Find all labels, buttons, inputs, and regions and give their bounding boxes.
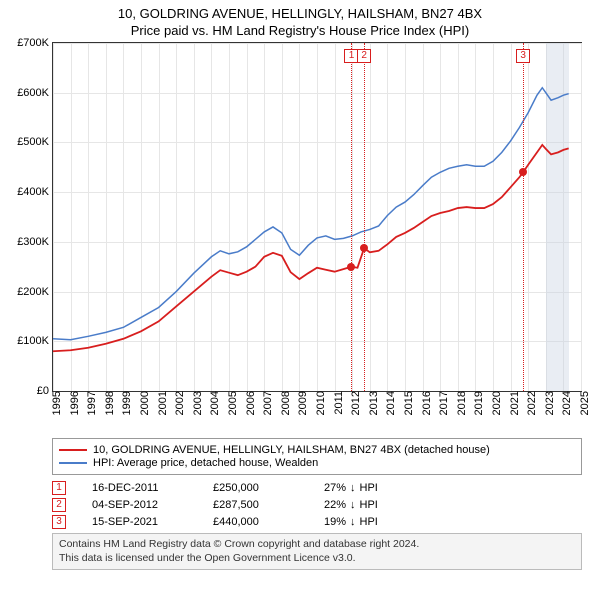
down-arrow-icon: ↓ bbox=[350, 516, 356, 528]
sales-price: £287,500 bbox=[213, 499, 298, 511]
series-line bbox=[53, 145, 569, 351]
sale-marker-line bbox=[351, 43, 352, 391]
x-axis-label: 2006 bbox=[241, 391, 257, 415]
x-axis-label: 2008 bbox=[276, 391, 292, 415]
sales-row: 3 15-SEP-2021 £440,000 19% ↓ HPI bbox=[52, 515, 582, 529]
x-axis-label: 2013 bbox=[364, 391, 380, 415]
sales-price: £250,000 bbox=[213, 482, 298, 494]
x-axis-label: 2024 bbox=[557, 391, 573, 415]
sales-row: 1 16-DEC-2011 £250,000 27% ↓ HPI bbox=[52, 481, 582, 495]
sales-price: £440,000 bbox=[213, 516, 298, 528]
sales-date: 16-DEC-2011 bbox=[92, 482, 187, 494]
sales-table: 1 16-DEC-2011 £250,000 27% ↓ HPI 2 04-SEP-201… bbox=[52, 481, 582, 529]
sales-diff: 19% ↓ HPI bbox=[324, 516, 378, 528]
x-axis-label: 1997 bbox=[82, 391, 98, 415]
sales-idx-box: 1 bbox=[52, 481, 66, 495]
plot-box: £0£100K£200K£300K£400K£500K£600K£700K199… bbox=[52, 42, 582, 392]
x-axis-label: 1996 bbox=[65, 391, 81, 415]
chart-title: 10, GOLDRING AVENUE, HELLINGLY, HAILSHAM… bbox=[0, 6, 600, 21]
x-axis-label: 2011 bbox=[329, 391, 345, 415]
x-axis-label: 1995 bbox=[47, 391, 63, 415]
sales-date: 15-SEP-2021 bbox=[92, 516, 187, 528]
legend-item-property: 10, GOLDRING AVENUE, HELLINGLY, HAILSHAM… bbox=[59, 444, 575, 456]
series-line bbox=[53, 88, 569, 340]
x-axis-label: 2017 bbox=[434, 391, 450, 415]
sales-date: 04-SEP-2012 bbox=[92, 499, 187, 511]
x-axis-label: 1999 bbox=[117, 391, 133, 415]
legend-swatch-hpi bbox=[59, 462, 87, 464]
y-axis-label: £300K bbox=[17, 236, 53, 248]
sales-row: 2 04-SEP-2012 £287,500 22% ↓ HPI bbox=[52, 498, 582, 512]
x-axis-label: 1998 bbox=[100, 391, 116, 415]
x-axis-label: 2007 bbox=[258, 391, 274, 415]
attribution-box: Contains HM Land Registry data © Crown c… bbox=[52, 533, 582, 570]
x-axis-label: 2014 bbox=[381, 391, 397, 415]
x-axis-label: 2019 bbox=[469, 391, 485, 415]
legend-box: 10, GOLDRING AVENUE, HELLINGLY, HAILSHAM… bbox=[52, 438, 582, 475]
y-axis-label: £500K bbox=[17, 136, 53, 148]
x-axis-label: 2018 bbox=[452, 391, 468, 415]
legend-label-hpi: HPI: Average price, detached house, Weal… bbox=[93, 457, 318, 469]
x-axis-label: 2001 bbox=[153, 391, 169, 415]
attribution-line2: This data is licensed under the Open Gov… bbox=[59, 552, 575, 566]
y-axis-label: £200K bbox=[17, 286, 53, 298]
y-axis-label: £100K bbox=[17, 335, 53, 347]
legend-swatch-property bbox=[59, 449, 87, 451]
sale-marker-box: 2 bbox=[357, 49, 371, 63]
x-axis-label: 2004 bbox=[205, 391, 221, 415]
x-axis-label: 2023 bbox=[540, 391, 556, 415]
x-axis-label: 2022 bbox=[522, 391, 538, 415]
y-axis-label: £700K bbox=[17, 37, 53, 49]
chart-subtitle: Price paid vs. HM Land Registry's House … bbox=[0, 23, 600, 38]
x-axis-label: 2000 bbox=[135, 391, 151, 415]
down-arrow-icon: ↓ bbox=[350, 499, 356, 511]
x-axis-label: 2021 bbox=[505, 391, 521, 415]
sales-diff: 22% ↓ HPI bbox=[324, 499, 378, 511]
x-axis-label: 2015 bbox=[399, 391, 415, 415]
y-axis-label: £600K bbox=[17, 87, 53, 99]
x-axis-label: 2002 bbox=[170, 391, 186, 415]
sale-dot bbox=[519, 168, 527, 176]
x-axis-label: 2003 bbox=[188, 391, 204, 415]
x-axis-label: 2009 bbox=[293, 391, 309, 415]
sales-diff: 27% ↓ HPI bbox=[324, 482, 378, 494]
chart-plot-area: £0£100K£200K£300K£400K£500K£600K£700K199… bbox=[52, 42, 582, 392]
sales-idx-box: 3 bbox=[52, 515, 66, 529]
x-axis-label: 2020 bbox=[487, 391, 503, 415]
y-axis-label: £400K bbox=[17, 186, 53, 198]
chart-header: 10, GOLDRING AVENUE, HELLINGLY, HAILSHAM… bbox=[0, 0, 600, 42]
attribution-line1: Contains HM Land Registry data © Crown c… bbox=[59, 538, 575, 552]
x-axis-label: 2010 bbox=[311, 391, 327, 415]
legend-label-property: 10, GOLDRING AVENUE, HELLINGLY, HAILSHAM… bbox=[93, 444, 490, 456]
sale-marker-line bbox=[364, 43, 365, 391]
x-axis-label: 2012 bbox=[346, 391, 362, 415]
down-arrow-icon: ↓ bbox=[350, 482, 356, 494]
legend-item-hpi: HPI: Average price, detached house, Weal… bbox=[59, 457, 575, 469]
sale-marker-box: 3 bbox=[516, 49, 530, 63]
x-axis-label: 2005 bbox=[223, 391, 239, 415]
sale-dot bbox=[360, 244, 368, 252]
sales-idx-box: 2 bbox=[52, 498, 66, 512]
x-axis-label: 2016 bbox=[417, 391, 433, 415]
line-series-svg bbox=[53, 43, 581, 391]
sale-dot bbox=[347, 263, 355, 271]
x-axis-label: 2025 bbox=[575, 391, 591, 415]
sale-marker-line bbox=[523, 43, 524, 391]
